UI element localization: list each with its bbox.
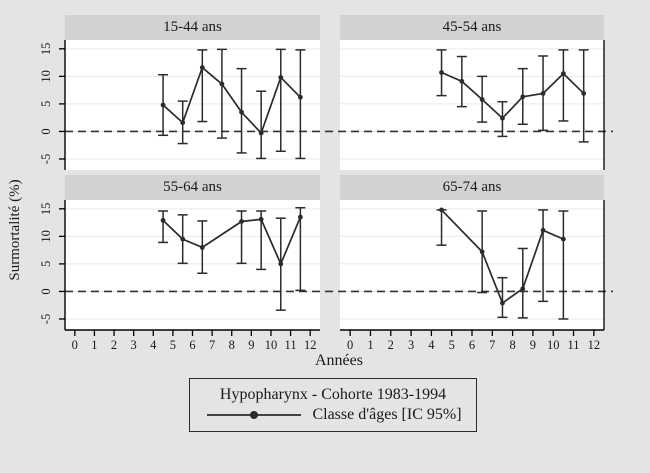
data-point [160, 217, 166, 223]
legend-entry: Classe d'âges [IC 95%] [204, 405, 462, 425]
y-tick-label: 0 [39, 128, 53, 134]
series-line [441, 71, 585, 120]
data-point [219, 81, 225, 87]
x-tick-label: 5 [449, 338, 455, 352]
x-tick-label: 7 [489, 338, 495, 352]
x-tick-label: 0 [72, 338, 78, 352]
data-point [479, 249, 485, 255]
x-tick-label: 2 [388, 338, 394, 352]
data-point [500, 300, 505, 306]
x-axis-title: Années [315, 352, 363, 369]
x-tick-label: 1 [91, 338, 97, 352]
legend-entry-label: Classe d'âges [IC 95%] [312, 406, 462, 423]
y-tick-label: -5 [39, 154, 53, 164]
y-tick-label: 15 [39, 43, 53, 56]
x-tick-label: 3 [408, 338, 414, 352]
panel-plot-area [65, 200, 320, 330]
data-point [258, 130, 264, 136]
y-tick-label: 15 [39, 203, 53, 216]
x-tick-label: 6 [189, 338, 195, 352]
x-tick-label: 10 [547, 338, 560, 352]
panel-title-55-64: 55-64 ans [65, 175, 320, 200]
x-tick-label: 8 [229, 338, 235, 352]
panel-title-65-74: 65-74 ans [340, 175, 604, 200]
data-point [199, 244, 205, 250]
x-tick-label: 3 [131, 338, 137, 352]
data-point [160, 102, 166, 108]
panel-plot-area [340, 40, 604, 170]
data-point [560, 71, 566, 77]
series-line [440, 209, 564, 305]
data-point [479, 97, 485, 102]
x-tick-label: 10 [265, 338, 278, 352]
data-point [199, 65, 205, 70]
data-point [297, 214, 303, 220]
panel-plot-area [340, 200, 604, 330]
panel-plot-area [65, 40, 320, 170]
x-tick-label: 11 [568, 338, 580, 352]
x-tick-label: 7 [209, 338, 215, 352]
data-point [520, 286, 526, 292]
y-tick-label: 10 [39, 70, 53, 83]
line-marker-icon [207, 411, 302, 419]
y-tick-label: 5 [39, 261, 53, 267]
data-point [540, 91, 546, 96]
data-point [180, 236, 186, 242]
y-tick-label: 5 [39, 101, 53, 107]
panel-title-15-44: 15-44 ans [65, 15, 320, 40]
data-point [439, 207, 444, 213]
y-axis-title: Surmortalité (%) [7, 179, 23, 281]
data-point [500, 115, 505, 121]
data-point [278, 75, 284, 80]
data-point [540, 227, 546, 233]
data-point [439, 70, 444, 75]
x-tick-label: 2 [111, 338, 117, 352]
x-tick-label: 6 [469, 338, 475, 352]
x-tick-label: 4 [150, 338, 157, 352]
data-point [239, 219, 244, 224]
y-tick-label: 10 [39, 230, 53, 243]
x-tick-label: 0 [347, 338, 353, 352]
x-tick-label: 8 [509, 338, 515, 352]
data-point [560, 236, 566, 242]
legend-title: Hypopharynx - Cohorte 1983-1994 [219, 386, 447, 403]
y-tick-label: -5 [39, 314, 53, 324]
x-tick-label: 12 [588, 338, 601, 352]
data-point [297, 94, 303, 100]
x-tick-label: 9 [248, 338, 254, 352]
x-tick-label: 9 [530, 338, 536, 352]
data-point [581, 91, 587, 96]
data-point [278, 261, 284, 267]
x-tick-label: 12 [304, 338, 317, 352]
legend-box: Hypopharynx - Cohorte 1983-1994 Classe d… [189, 378, 477, 432]
data-point [520, 94, 526, 100]
data-point [258, 216, 264, 222]
y-tick-label: 0 [39, 288, 53, 294]
panel-title-45-54: 45-54 ans [340, 15, 604, 40]
series-line [162, 66, 301, 135]
data-point [459, 78, 465, 84]
data-point [180, 120, 186, 126]
x-tick-label: 5 [170, 338, 176, 352]
x-tick-label: 1 [367, 338, 373, 352]
x-tick-label: 11 [285, 338, 297, 352]
x-tick-label: 4 [428, 338, 435, 352]
data-point [239, 109, 244, 115]
